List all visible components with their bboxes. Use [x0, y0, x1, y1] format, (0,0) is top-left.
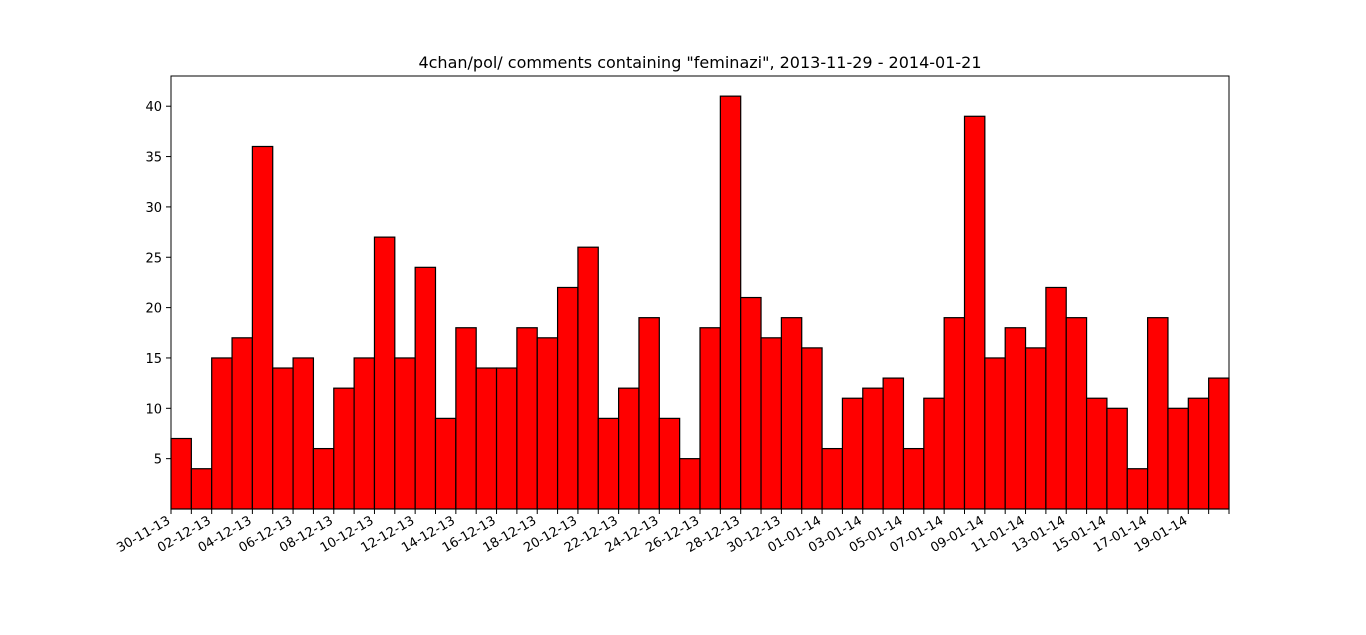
bar-17-01-14 [1147, 317, 1169, 510]
bar-17-12-13 [516, 327, 538, 510]
bar-10-01-14 [1004, 327, 1027, 510]
bar-05-01-14 [902, 447, 925, 510]
chart-title: 4chan/pol/ comments containing "feminazi… [418, 53, 981, 72]
bar-07-12-13 [312, 447, 335, 510]
bar-01-01-14 [821, 447, 844, 510]
bars-group [170, 95, 1230, 510]
bar-16-01-14 [1126, 468, 1149, 510]
bar-13-01-14 [1065, 317, 1088, 510]
bar-23-12-13 [638, 317, 660, 510]
bar-10-12-13 [373, 236, 396, 510]
bar-29-12-13 [760, 337, 782, 510]
y-tick-label: 30 [145, 201, 162, 216]
bar-01-12-13 [190, 468, 213, 510]
bar-03-01-14 [862, 387, 884, 510]
bar-13-12-13 [434, 417, 457, 510]
y-tick-label: 5 [154, 453, 162, 468]
bar-24-12-13 [658, 417, 681, 510]
bar-11-01-14 [1024, 347, 1047, 510]
bar-21-12-13 [597, 417, 620, 510]
bar-30-11-13 [170, 437, 192, 510]
bar-16-12-13 [495, 367, 518, 510]
bar-06-12-13 [292, 357, 315, 510]
bar-22-12-13 [618, 387, 640, 510]
bar-04-12-13 [251, 145, 274, 510]
bar-06-01-14 [923, 397, 945, 510]
plot-frame [170, 75, 1230, 510]
bar-09-12-13 [353, 357, 376, 510]
x-axis: 30-11-1302-12-1304-12-1306-12-1308-12-13… [114, 509, 1230, 556]
bar-27-12-13 [719, 95, 742, 510]
bar-20-12-13 [577, 246, 599, 510]
bar-14-01-14 [1085, 397, 1108, 510]
bar-25-12-13 [679, 458, 701, 510]
y-tick-label: 40 [145, 100, 162, 115]
bar-12-12-13 [414, 266, 437, 510]
bar-20-01-14 [1208, 377, 1230, 510]
bar-07-01-14 [943, 317, 966, 510]
bar-04-01-14 [882, 377, 905, 510]
bar-18-12-13 [536, 337, 559, 510]
y-axis: 5 10 15 20 25 30 35 40 [145, 100, 171, 468]
bar-26-12-13 [699, 327, 721, 510]
bar-03-12-13 [231, 337, 253, 510]
bar-15-01-14 [1106, 407, 1128, 510]
bar-11-12-13 [394, 357, 416, 510]
y-tick-label: 35 [145, 151, 162, 166]
bar-18-01-14 [1167, 407, 1189, 510]
y-tick-label: 25 [145, 251, 162, 266]
bar-09-01-14 [984, 357, 1006, 510]
y-tick-label: 10 [145, 402, 162, 417]
bar-02-01-14 [841, 397, 864, 510]
bar-05-12-13 [272, 367, 294, 510]
bar-19-01-14 [1187, 397, 1210, 510]
bar-14-12-13 [455, 327, 477, 510]
y-tick-label: 15 [145, 352, 162, 367]
bar-02-12-13 [211, 357, 233, 510]
bar-30-12-13 [780, 317, 803, 510]
bar-28-12-13 [740, 296, 762, 510]
bar-31-12-13 [801, 347, 823, 510]
bar-19-12-13 [556, 286, 579, 510]
bar-15-12-13 [475, 367, 498, 510]
bar-08-12-13 [333, 387, 355, 510]
bar-12-01-14 [1045, 286, 1067, 510]
y-tick-label: 20 [145, 302, 162, 317]
bar-08-01-14 [963, 115, 986, 510]
